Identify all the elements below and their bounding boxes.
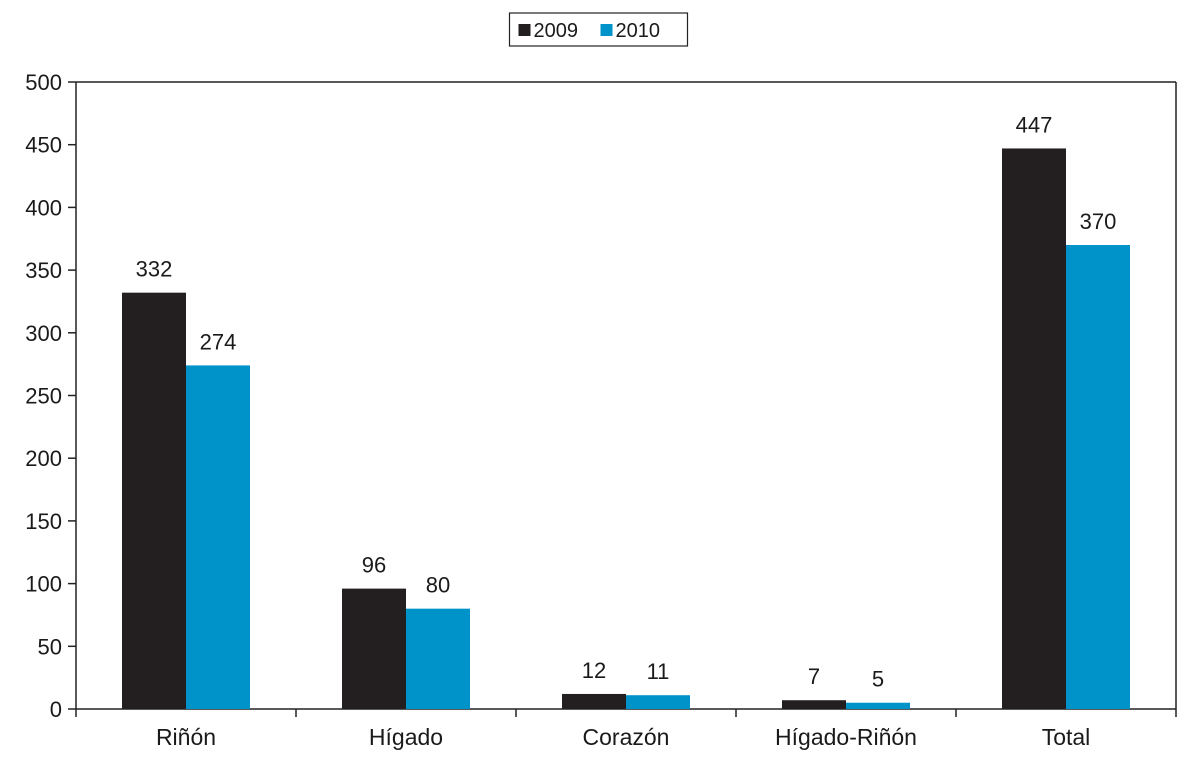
x-tick-label-3: Hígado-Riñón	[775, 724, 917, 750]
bar-2010-3	[846, 702, 910, 709]
y-tick-label-9: 450	[25, 133, 62, 158]
y-tick-label-10: 500	[25, 70, 62, 95]
data-label-2010-1: 80	[426, 573, 450, 598]
data-label-2009-3: 7	[808, 664, 820, 689]
bar-2009-1	[342, 588, 406, 709]
bar-2010-2	[626, 695, 690, 709]
y-tick-label-8: 400	[25, 195, 62, 220]
y-tick-label-6: 300	[25, 321, 62, 346]
y-tick-label-1: 50	[38, 634, 62, 659]
y-tick-label-4: 200	[25, 446, 62, 471]
legend-box	[508, 12, 689, 47]
bar-2009-0	[122, 292, 186, 709]
data-label-2010-2: 11	[647, 659, 670, 684]
data-label-2010-3: 5	[872, 667, 884, 692]
y-tick-label-7: 350	[25, 258, 62, 283]
x-tick-label-1: Hígado	[369, 724, 443, 750]
bar-2009-4	[1002, 148, 1066, 709]
x-tick-label-2: Corazón	[583, 724, 670, 750]
legend-swatch-2009	[518, 24, 531, 36]
x-tick-label-0: Riñón	[156, 724, 216, 750]
bar-2009-2	[562, 693, 626, 709]
bar-2009-3	[782, 700, 846, 709]
x-tick-label-4: Total	[1042, 724, 1091, 750]
data-label-2010-4: 370	[1080, 209, 1117, 234]
legend-label-2009: 2009	[534, 20, 579, 42]
y-tick-label-3: 150	[25, 509, 62, 534]
bar-2010-1	[406, 608, 470, 709]
data-label-2009-2: 12	[582, 658, 606, 683]
y-tick-label-2: 100	[25, 572, 62, 597]
bar-2010-4	[1066, 245, 1130, 709]
data-label-2009-0: 332	[136, 257, 173, 282]
data-label-2009-4: 447	[1016, 112, 1053, 137]
legend-swatch-2010	[600, 24, 613, 36]
data-label-2009-1: 96	[362, 553, 386, 578]
legend-label-2010: 2010	[616, 20, 661, 42]
y-tick-label-0: 0	[50, 697, 62, 722]
bar-2010-0	[186, 365, 250, 709]
y-tick-label-5: 250	[25, 384, 62, 409]
data-label-2010-0: 274	[200, 329, 237, 354]
